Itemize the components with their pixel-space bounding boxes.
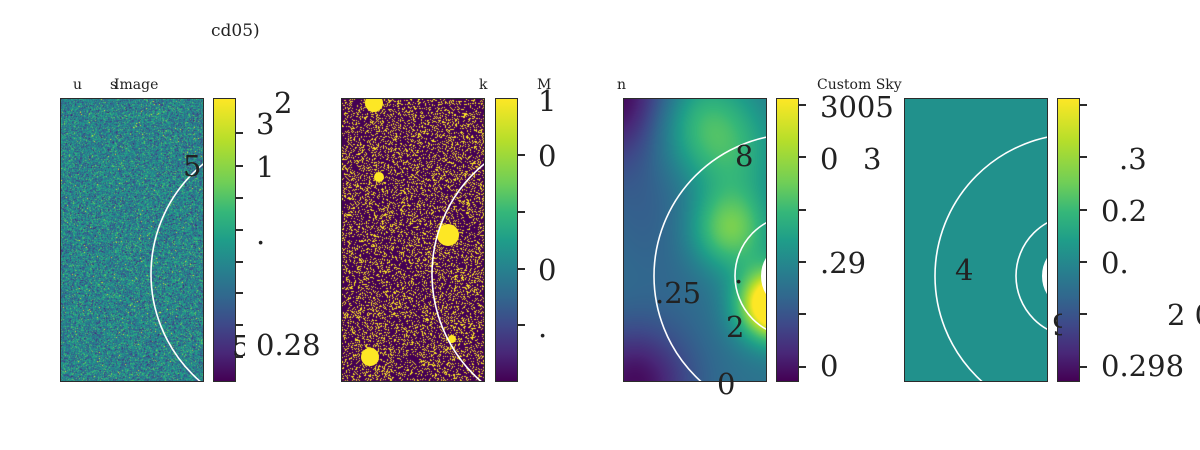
panel-1-tick — [236, 229, 243, 231]
panel-2-tick — [518, 211, 525, 213]
panel-3-tick — [799, 156, 806, 158]
panel-1-colorbar — [213, 98, 236, 382]
panel-3-tick — [799, 261, 806, 263]
panel-4-colorbar-label: 4 — [955, 253, 974, 287]
panel-2-tick — [518, 268, 525, 270]
panel-4-colorbar-label: 9 — [1052, 311, 1062, 340]
panel-2-blob — [361, 348, 379, 366]
panel-2-tick — [518, 324, 525, 326]
panel-2-outer-ring — [431, 163, 484, 381]
panel-1-tick — [236, 165, 243, 167]
panel-3-colorbar — [776, 98, 799, 382]
panel-1-tick — [236, 132, 243, 134]
panel-2-title-part-1: k — [479, 77, 488, 93]
panel-4-rings — [934, 136, 1047, 381]
panel-3-colorbar-label: .25 — [655, 276, 702, 310]
panel-1-tick — [236, 292, 243, 294]
panel-2-blob — [365, 99, 383, 112]
panel-3-colorbar-label: . — [734, 256, 744, 290]
panel-3-colorbar-label: 0 — [820, 142, 839, 176]
panel-2-rings — [361, 99, 484, 381]
panel-3-colorbar-label: .29 — [820, 246, 867, 280]
panel-4-outer-ring — [934, 136, 1047, 381]
panel-4-colorbar-label: 0.2 — [1101, 194, 1148, 228]
panel-4-inner-ring — [1042, 257, 1047, 295]
panel-1-title-part-1: u — [73, 77, 83, 93]
panel-1-title-part-2: s — [110, 77, 118, 93]
panel-3-colorbar-label: 3005 — [820, 90, 894, 124]
panel-3-outer-ring — [653, 136, 766, 381]
panel-2-blob — [374, 172, 384, 182]
panel-4-colorbar-label: 0.298 — [1101, 349, 1185, 383]
panel-4-tick — [1080, 261, 1087, 263]
panel-1-heatmap — [61, 99, 203, 381]
panel-2-colorbar — [495, 98, 518, 382]
panel-3-heatmap — [624, 99, 766, 381]
panel-3-colorbar-label: 3 — [863, 142, 882, 176]
panel-2-heatmap — [342, 99, 484, 381]
panel-2-tick — [518, 154, 525, 156]
panel-3-tick — [799, 313, 806, 315]
panel-4-tick — [1080, 156, 1087, 158]
panel-1-colorbar-label: 0.28 — [256, 328, 321, 362]
panel-1-colorbar-label: 5 — [183, 149, 202, 183]
panel-3-colorbar-label: 8 — [735, 139, 754, 173]
panel-1-title-part-3: Image — [114, 77, 159, 93]
panel-4-colorbar — [1057, 98, 1080, 382]
panel-1-colorbar-label: 5 — [232, 332, 245, 361]
panel-4-colorbar-label: .3 — [1119, 142, 1147, 176]
panel-1-tick — [236, 197, 243, 199]
panel-3-image — [623, 98, 767, 382]
panel-1-rings — [150, 163, 203, 381]
panel-2-title-part-2: M — [537, 77, 552, 93]
panel-3-colorbar-label: 2 — [726, 310, 745, 344]
panel-1-colorbar-label: 2 — [274, 86, 293, 120]
panel-2-blob — [448, 335, 456, 343]
panel-2-image — [341, 98, 485, 382]
panel-2-colorbar-label: 1 — [538, 84, 557, 118]
panel-3-title-part-1: n — [617, 77, 627, 93]
panel-2-colorbar-label: . — [538, 310, 548, 344]
panel-2-blob — [437, 224, 459, 246]
panel-3-tick — [799, 209, 806, 211]
panel-3-tick — [799, 366, 806, 368]
panel-3-inner-ring — [761, 257, 766, 295]
panel-4-tick — [1080, 366, 1087, 368]
panel-4-middle-ring — [1015, 221, 1047, 331]
panel-1-colorbar-label: 1 — [256, 150, 275, 184]
panel-1-tick — [236, 356, 243, 358]
panel-1-tick — [236, 261, 243, 263]
panel-2-colorbar-label: 0 — [538, 139, 557, 173]
panel-1-colorbar-label: . — [256, 217, 266, 251]
panel-3-colorbar-label: 0 — [717, 367, 736, 401]
panel-1-image — [60, 98, 204, 382]
panel-4-tick — [1080, 313, 1087, 315]
panel-1-colorbar-label: 3 — [256, 107, 275, 141]
panel-3-tick — [799, 104, 806, 106]
panel-4-tick — [1080, 104, 1087, 106]
panel-4-image — [904, 98, 1048, 382]
panel-3-colorbar-label: 0 — [820, 349, 839, 383]
panel-4-colorbar-label: 2 0 — [1167, 298, 1200, 332]
panel-2-colorbar-label: 0 — [538, 253, 557, 287]
figure-title: cd05) — [211, 21, 260, 41]
panel-3-title-part-2: Custom Sky — [817, 77, 902, 93]
panel-4-colorbar-label: 0. — [1101, 246, 1129, 280]
panel-3-middle-ring — [734, 221, 766, 331]
panel-3-rings — [653, 136, 766, 381]
panel-1-outer-ring — [150, 163, 203, 381]
panel-1-tick — [236, 324, 243, 326]
panel-4-tick — [1080, 209, 1087, 211]
